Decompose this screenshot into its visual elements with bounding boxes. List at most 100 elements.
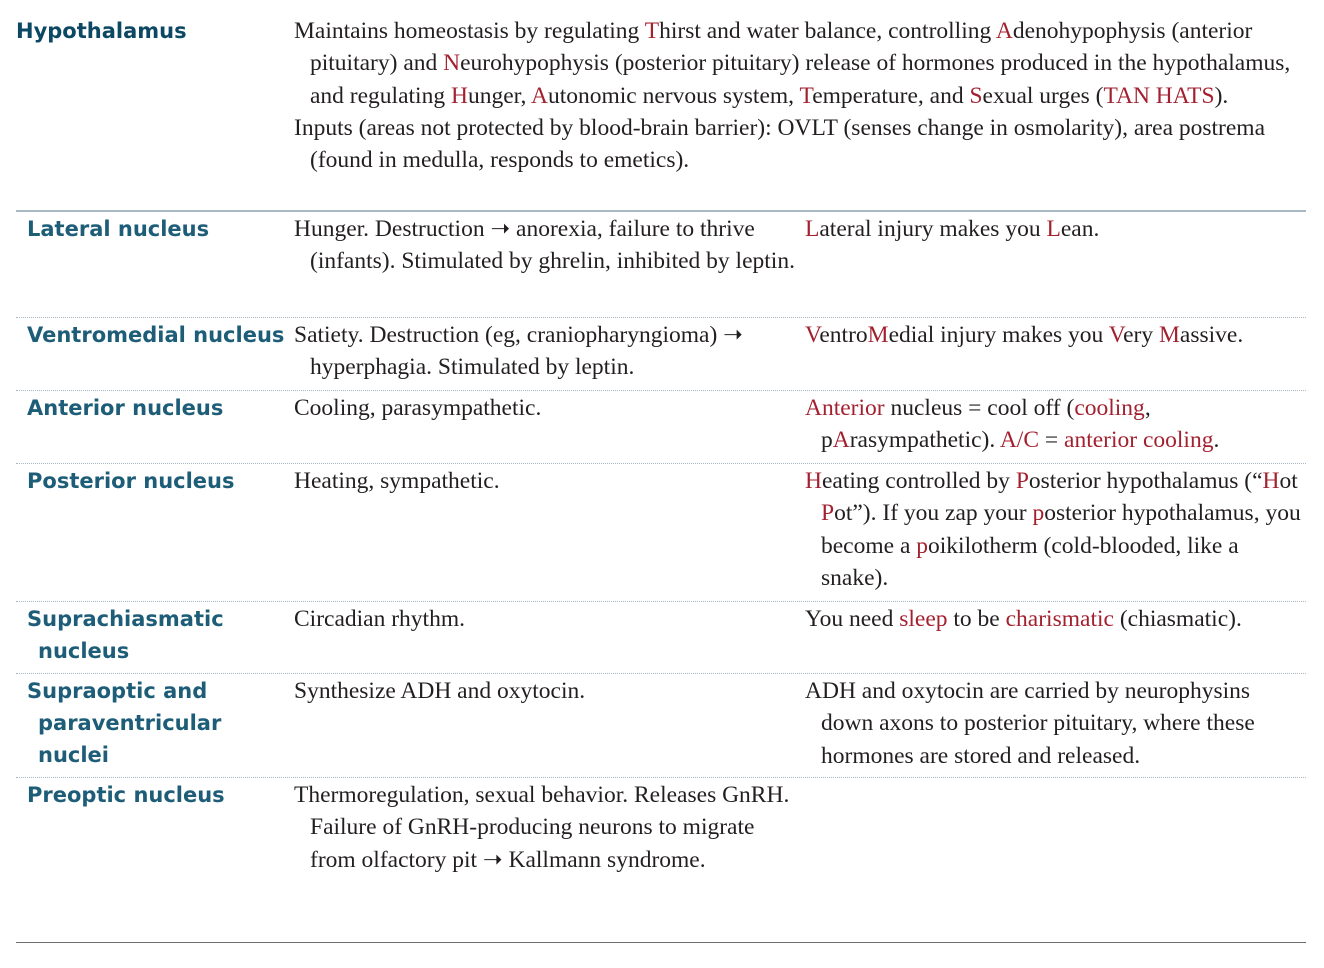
preoptic-nucleus-description: Thermoregulation, sexual behavior. Relea… [294, 778, 805, 940]
text-run: ery [1123, 322, 1160, 348]
label-line: Anterior nucleus [27, 396, 224, 420]
highlighted-text: A [995, 18, 1013, 44]
text-run: osterior hypothalamus (“ [1028, 468, 1263, 494]
lateral-nucleus-row: Lateral nucleus Hunger. Destruction ➝ ano… [16, 212, 1306, 318]
text-run: ateral injury makes you [819, 216, 1047, 242]
anterior-nucleus-label: Anterior nucleus [16, 391, 294, 463]
label-line: nucleus [38, 639, 130, 663]
mnemonic-text: Anterior nucleus = cool off (cooling, pA… [805, 392, 1306, 457]
highlighted-text: p [916, 532, 929, 559]
description-text: Satiety. Destruction (eg, craniopharyngi… [294, 319, 805, 384]
preoptic-nucleus-row: Preoptic nucleus Thermoregulation, sexual… [16, 778, 1306, 940]
anterior-nucleus-row: Anterior nucleus Cooling, parasympathetic… [16, 391, 1306, 464]
highlighted-text: A/C [999, 427, 1040, 454]
text-run: eating controlled by [821, 468, 1016, 494]
supraoptic-paraventricular-nuclei-label: Supraoptic and paraventricular nuclei [16, 674, 294, 777]
text-run: rasympathetic). [849, 427, 1000, 454]
highlighted-text: H [450, 82, 468, 109]
text-run: . [1213, 427, 1220, 454]
suprachiasmatic-nucleus-description: Circadian rhythm. [294, 602, 805, 673]
label-line: Preoptic nucleus [27, 783, 225, 807]
hypothalamus-table: Hypothalamus Maintains homeostasis by re… [16, 14, 1306, 940]
text-run: , p [821, 395, 1151, 454]
highlighted-text: A [530, 82, 548, 109]
highlighted-text: P [1015, 468, 1029, 494]
description-text: Circadian rhythm. [294, 603, 805, 635]
text-run: exual urges ( [982, 82, 1104, 109]
hypothalamus-inputs-paragraph: Inputs (areas not protected by blood-bra… [294, 112, 1294, 177]
highlighted-text: L [1046, 216, 1061, 242]
text-run: denohypophysis (anterior pituitary) and [310, 18, 1253, 77]
text-run: Maintains homeostasis by regulating [294, 18, 645, 44]
highlighted-text: P [821, 500, 835, 527]
mnemonic-text: You need sleep to be charismatic (chiasm… [805, 603, 1306, 635]
text-run: Cooling, parasympathetic. [294, 395, 542, 421]
text-run: You need [805, 606, 900, 632]
text-run: edial injury makes you [888, 322, 1109, 348]
label-line: paraventricular [38, 711, 222, 735]
text-run: ADH and oxytocin are carried by neurophy… [805, 678, 1255, 769]
label-line: nuclei [38, 743, 109, 767]
anterior-nucleus-description: Cooling, parasympathetic. [294, 391, 805, 463]
label-line: Posterior nucleus [27, 469, 235, 493]
label-line: Suprachiasmatic [27, 607, 224, 631]
text-run: ot [1279, 468, 1298, 494]
lateral-nucleus-label: Lateral nucleus [16, 212, 294, 317]
text-run: ot”). If you zap your [834, 500, 1033, 527]
highlighted-text: V [805, 322, 820, 348]
ventromedial-nucleus-row: Ventromedial nucleus Satiety. Destruction… [16, 318, 1306, 391]
text-run: Satiety. Destruction (eg, craniopharyngi… [294, 322, 743, 381]
posterior-nucleus-description: Heating, sympathetic. [294, 464, 805, 601]
text-run: hirst and water balance, controlling [659, 18, 996, 44]
highlighted-text: p [1032, 500, 1045, 527]
text-run: nucleus = cool off ( [884, 395, 1075, 421]
label-line: Lateral nucleus [27, 217, 210, 241]
ventromedial-nucleus-mnemonic: VentroMedial injury makes you Very Massi… [805, 318, 1306, 390]
highlighted-text: M [867, 322, 889, 348]
text-run: emperature, and [812, 82, 970, 109]
description-text: Heating, sympathetic. [294, 465, 805, 497]
suprachiasmatic-nucleus-mnemonic: You need sleep to be charismatic (chiasm… [805, 602, 1306, 673]
posterior-nucleus-mnemonic: Heating controlled by Posterior hypothal… [805, 464, 1306, 601]
highlighted-text: V [1108, 322, 1124, 348]
supraoptic-paraventricular-nuclei-description: Synthesize ADH and oxytocin. [294, 674, 805, 777]
highlighted-text: TAN HATS [1103, 82, 1215, 109]
bottom-rule [16, 942, 1306, 943]
text-run: (chiasmatic). [1113, 606, 1242, 632]
highlighted-text: H [1262, 468, 1280, 494]
description-text: Cooling, parasympathetic. [294, 392, 805, 424]
highlighted-text: M [1159, 322, 1180, 348]
highlighted-text: anterior cooling [1064, 427, 1214, 454]
nuclei-rows: Lateral nucleus Hunger. Destruction ➝ ano… [16, 212, 1306, 940]
highlighted-text: A [832, 427, 850, 454]
text-run: Hunger. Destruction ➝ anorexia, failure … [294, 216, 795, 275]
text-run: utonomic nervous system, [547, 82, 800, 109]
highlighted-text: S [969, 82, 983, 109]
highlighted-text: N [443, 50, 461, 77]
hypothalamus-heading: Hypothalamus [16, 19, 187, 43]
text-run: Inputs (areas not protected by blood-bra… [294, 114, 1266, 174]
text-run: assive. [1179, 322, 1244, 348]
highlighted-text: T [644, 18, 660, 44]
mnemonic-text: Heating controlled by Posterior hypothal… [805, 465, 1306, 594]
text-run: eurohypophysis (posterior pituitary) rel… [310, 50, 1291, 109]
preoptic-nucleus-mnemonic [805, 778, 1306, 940]
hypothalamus-row: Hypothalamus Maintains homeostasis by re… [16, 14, 1306, 212]
text-run: oikilotherm (cold-blooded, like a snake)… [821, 532, 1239, 591]
suprachiasmatic-nucleus-label: Suprachiasmatic nucleus [16, 602, 294, 673]
text-run: osterior hypothalamus, you become a [821, 500, 1301, 559]
mnemonic-text: VentroMedial injury makes you Very Massi… [805, 319, 1306, 351]
preoptic-nucleus-label: Preoptic nucleus [16, 778, 294, 940]
text-run: Thermoregulation, sexual behavior. Relea… [294, 782, 790, 873]
description-text: Synthesize ADH and oxytocin. [294, 675, 805, 707]
highlighted-text: Anterior [805, 395, 885, 421]
label-line: Ventromedial nucleus [27, 323, 285, 347]
label-line: Supraoptic and [27, 679, 208, 703]
suprachiasmatic-nucleus-row: Suprachiasmatic nucleus Circadian rhythm. Y… [16, 602, 1306, 674]
text-run: ). [1214, 82, 1229, 109]
hypothalamus-description: Maintains homeostasis by regulating Thir… [294, 14, 1294, 210]
supraoptic-paraventricular-nuclei-mnemonic: ADH and oxytocin are carried by neurophy… [805, 674, 1306, 777]
mnemonic-text: ADH and oxytocin are carried by neurophy… [805, 675, 1306, 772]
ventromedial-nucleus-description: Satiety. Destruction (eg, craniopharyngi… [294, 318, 805, 390]
highlighted-text: cooling [1074, 395, 1145, 421]
